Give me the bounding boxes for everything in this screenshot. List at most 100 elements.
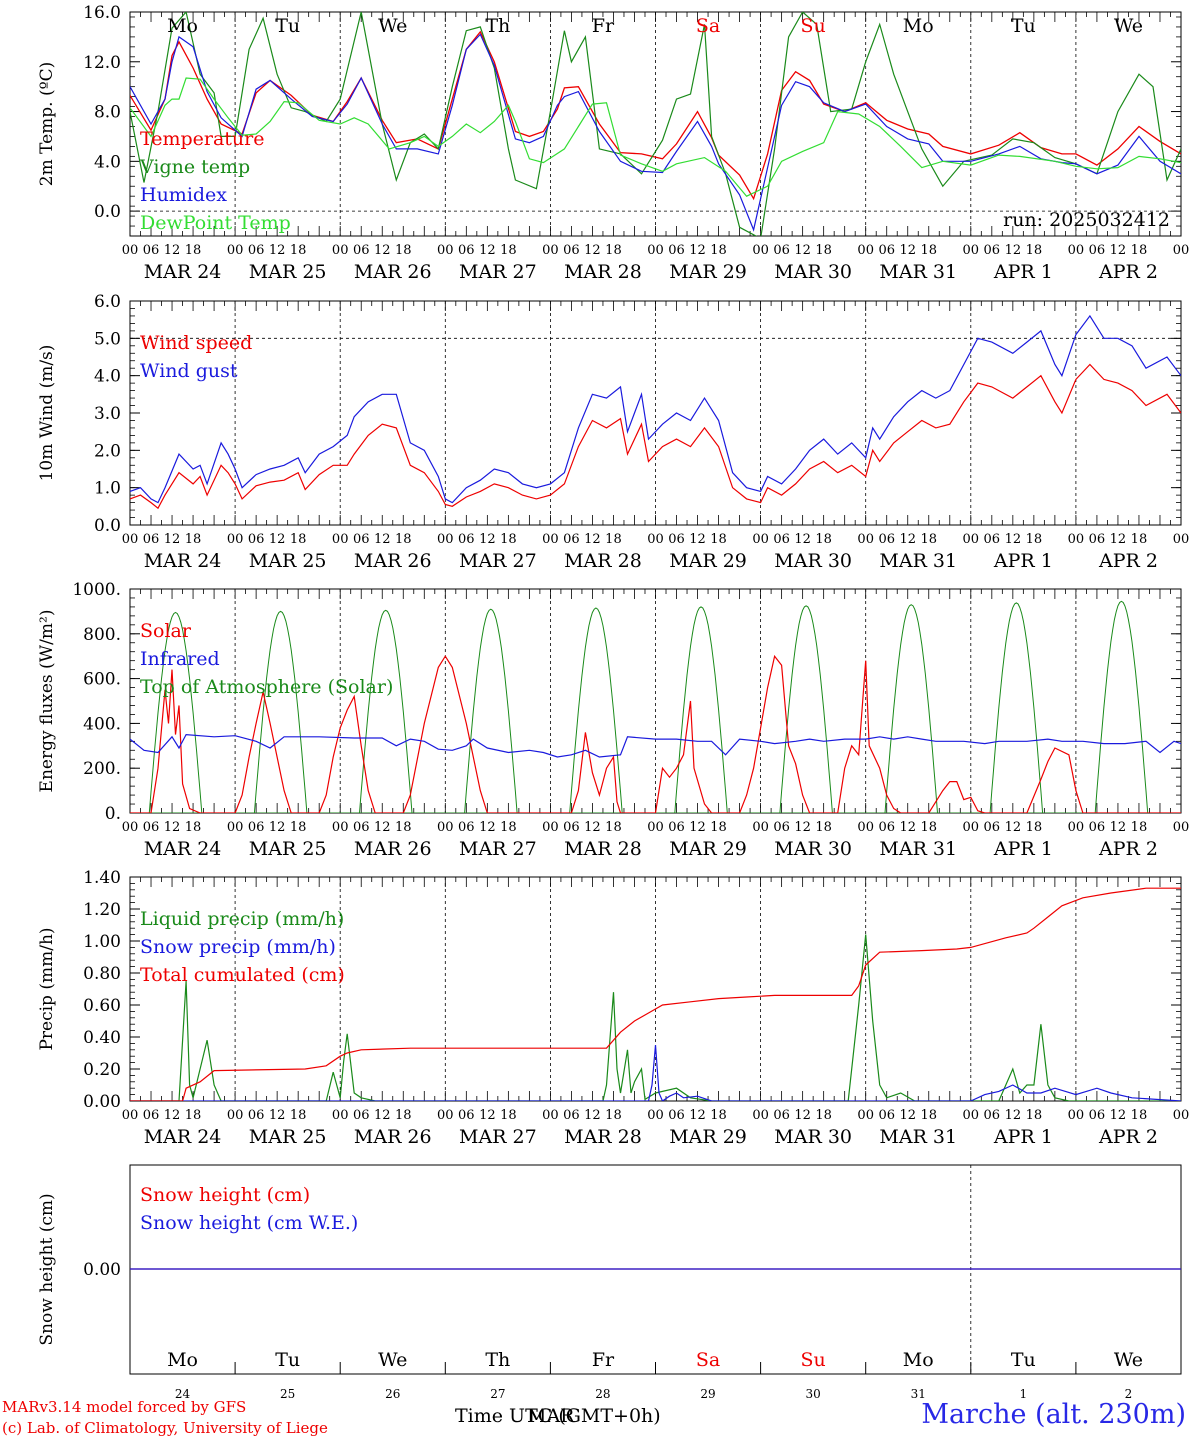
hour-label: 06: [878, 532, 895, 547]
hour-label: 06: [1089, 532, 1106, 547]
hour-label: 06: [773, 532, 790, 547]
hour-label: 00: [332, 243, 349, 258]
hour-label: 06: [984, 820, 1001, 835]
hour-label: 06: [1089, 243, 1106, 258]
hour-label: 18: [1131, 243, 1148, 258]
hour-label: 00: [752, 243, 769, 258]
date-label: MAR 28: [564, 261, 642, 283]
day-name-bottom: Th: [485, 1349, 510, 1371]
series-line-1: [130, 363, 1181, 510]
y-tick-label: 0.0: [94, 202, 121, 222]
y-axis-label: Precip (mm/h): [37, 927, 57, 1050]
hour-label: 12: [584, 532, 601, 547]
hour-label: 00: [542, 820, 559, 835]
legend-entry: Infrared: [140, 648, 220, 670]
plot-area: [130, 314, 1181, 510]
date-label: APR 1: [993, 1126, 1053, 1148]
series-line-4: [130, 77, 1181, 197]
toa-solar-line: [674, 606, 728, 813]
y-tick-label: 1.0: [94, 479, 121, 499]
series-line-2: [130, 1044, 1181, 1101]
toa-solar-line: [359, 609, 413, 813]
y-tick-label: 600.: [83, 670, 121, 690]
hour-label: 06: [248, 1108, 265, 1123]
toa-solar-line: [569, 607, 623, 813]
hour-label: 12: [269, 1108, 286, 1123]
y-tick-label: 0.0: [94, 516, 121, 536]
y-tick-label: 0.00: [83, 1092, 121, 1112]
hour-label: 00: [1068, 243, 1085, 258]
series-line-3: [130, 33, 1181, 232]
legend-entry: Temperature: [140, 128, 264, 150]
hour-label: 18: [605, 532, 622, 547]
date-label: MAR 26: [354, 1126, 432, 1148]
hour-label: 18: [1026, 243, 1043, 258]
hour-label: 00: [122, 820, 139, 835]
hour-label: 12: [479, 820, 496, 835]
hour-label: 18: [395, 243, 412, 258]
day-name-bottom: Fr: [592, 1349, 615, 1371]
hour-label: 18: [500, 1108, 517, 1123]
day-number-label: 28: [595, 1387, 610, 1401]
series-line-2: [130, 12, 1181, 236]
hour-label: 06: [248, 243, 265, 258]
panel-4: 0.00 0.20 0.40 0.60 0.80 1.00 1.20 1.40 Precip (…: [37, 868, 1189, 1148]
legend-entry: Snow height (cm): [140, 1184, 310, 1206]
hour-label: 12: [899, 243, 916, 258]
hour-label: 06: [878, 1108, 895, 1123]
hour-label: 00: [437, 1108, 454, 1123]
hour-label: 00: [437, 243, 454, 258]
legend-entry: Total cumulated (cm): [140, 964, 345, 986]
day-number-label: 31: [911, 1387, 926, 1401]
hour-label: 18: [185, 243, 202, 258]
day-name-top: Th: [485, 15, 510, 37]
hour-label: 00: [227, 532, 244, 547]
hour-label: 00: [963, 243, 980, 258]
date-label: MAR 31: [879, 261, 957, 283]
y-tick-label: 4.0: [94, 367, 121, 387]
date-label: MAR 24: [144, 261, 222, 283]
hour-label: 12: [164, 532, 181, 547]
hour-label: 12: [1005, 820, 1022, 835]
date-label: MAR 24: [144, 1126, 222, 1148]
day-name-bottom: Mo: [903, 1349, 934, 1371]
hour-label: 18: [605, 243, 622, 258]
hour-label: 06: [458, 243, 475, 258]
date-label: MAR 26: [354, 838, 432, 860]
date-label: MAR 29: [669, 1126, 747, 1148]
toa-solar-line: [779, 605, 833, 813]
hour-label: 12: [164, 1108, 181, 1123]
hour-label: 18: [920, 1108, 937, 1123]
panel-5: 0.00 Snow height (cm) Snow height (cm) Snow…: [37, 1164, 1182, 1375]
hour-label: 18: [920, 820, 937, 835]
hour-label: 18: [1026, 1108, 1043, 1123]
hour-label: 06: [668, 532, 685, 547]
hour-label: 00: [647, 243, 664, 258]
hour-label: 18: [710, 243, 727, 258]
hour-label: 18: [185, 1108, 202, 1123]
y-tick-label: 0.: [105, 804, 121, 824]
hour-label: 12: [374, 820, 391, 835]
hour-label: 06: [878, 243, 895, 258]
date-label: MAR 26: [354, 261, 432, 283]
run-label: run: 2025032412: [1003, 209, 1170, 231]
date-label: MAR 28: [564, 1126, 642, 1148]
hour-label: 18: [290, 243, 307, 258]
day-name-bottom: We: [1114, 1349, 1143, 1371]
date-label: MAR 30: [774, 261, 852, 283]
hour-label: 12: [1005, 1108, 1022, 1123]
hour-label: 00: [963, 820, 980, 835]
day-number-label: 25: [280, 1387, 295, 1401]
legend-entry: Solar: [140, 620, 192, 642]
hour-label: 00: [542, 532, 559, 547]
hour-label: 06: [1089, 820, 1106, 835]
hour-label: 18: [710, 532, 727, 547]
day-name-top: Mo: [167, 15, 198, 37]
hour-label: 00: [963, 1108, 980, 1123]
hour-label: 18: [395, 532, 412, 547]
hour-label: 18: [920, 532, 937, 547]
date-label: MAR 25: [249, 1126, 327, 1148]
y-tick-label: 4.0: [94, 152, 121, 172]
hour-label: 12: [899, 1108, 916, 1123]
legend-entry: DewPoint Temp: [140, 212, 291, 234]
